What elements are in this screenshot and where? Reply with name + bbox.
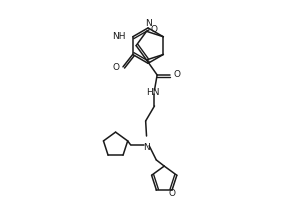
Text: O: O (151, 25, 158, 34)
Text: N: N (143, 143, 150, 152)
Text: HN: HN (146, 88, 159, 97)
Text: O: O (173, 70, 181, 79)
Text: N: N (145, 19, 152, 28)
Text: O: O (169, 189, 176, 198)
Text: O: O (112, 63, 119, 72)
Text: NH: NH (112, 32, 126, 41)
